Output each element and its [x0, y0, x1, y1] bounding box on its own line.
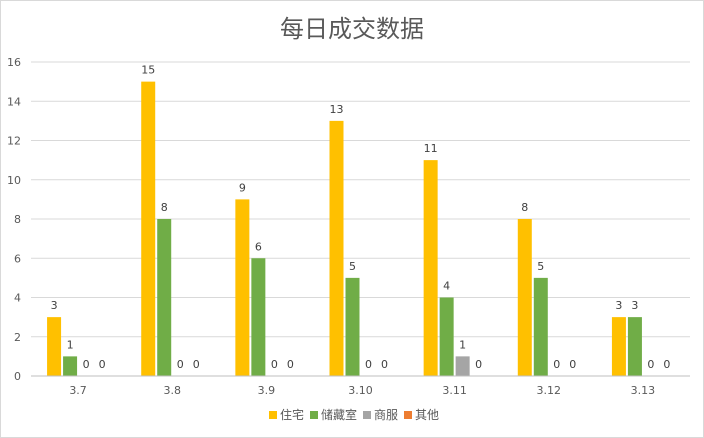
data-label: 15: [141, 64, 155, 77]
x-tick-label: 3.12: [537, 384, 562, 397]
data-label: 0: [83, 358, 90, 371]
data-label: 1: [459, 338, 466, 351]
data-label: 0: [663, 358, 670, 371]
bar: [235, 199, 250, 376]
data-label: 0: [569, 358, 576, 371]
data-label: 1: [67, 338, 74, 351]
data-label: 0: [271, 358, 278, 371]
x-tick-label: 3.11: [442, 384, 467, 397]
y-tick-label: 12: [7, 135, 21, 148]
bar: [627, 317, 642, 376]
data-label: 8: [161, 201, 168, 214]
data-label: 0: [177, 358, 184, 371]
legend-label: 其他: [415, 408, 439, 422]
legend-label: 商服: [374, 407, 398, 422]
data-label: 5: [349, 260, 356, 273]
x-tick-label: 3.9: [258, 384, 276, 397]
y-tick-label: 10: [7, 174, 21, 187]
bar: [63, 356, 78, 376]
data-label: 3: [51, 299, 58, 312]
y-tick-label: 16: [7, 56, 21, 69]
data-label: 11: [424, 142, 438, 155]
bar: [611, 317, 626, 376]
bar: [251, 258, 266, 376]
data-label: 0: [287, 358, 294, 371]
legend-swatch: [363, 411, 371, 419]
data-label: 3: [631, 299, 638, 312]
bar: [517, 219, 532, 376]
legend-swatch: [310, 411, 318, 419]
data-label: 4: [443, 280, 450, 293]
data-label: 13: [330, 103, 344, 116]
data-label: 5: [537, 260, 544, 273]
x-tick-label: 3.7: [69, 384, 87, 397]
data-label: 6: [255, 240, 262, 253]
data-label: 0: [475, 358, 482, 371]
bar: [157, 219, 172, 376]
data-label: 0: [365, 358, 372, 371]
bar: [439, 297, 454, 376]
y-tick-label: 2: [14, 331, 21, 344]
y-tick-label: 0: [14, 370, 21, 383]
bar: [47, 317, 62, 376]
data-label: 8: [521, 201, 528, 214]
bar: [533, 277, 548, 376]
data-label: 0: [553, 358, 560, 371]
x-tick-label: 3.8: [163, 384, 181, 397]
data-label: 0: [193, 358, 200, 371]
y-tick-label: 4: [14, 292, 21, 305]
x-tick-label: 3.13: [631, 384, 656, 397]
x-tick-label: 3.10: [348, 384, 373, 397]
data-label: 0: [99, 358, 106, 371]
y-tick-label: 8: [14, 213, 21, 226]
y-tick-label: 14: [7, 95, 21, 108]
data-label: 3: [615, 299, 622, 312]
bar: [141, 81, 156, 376]
bar: [423, 160, 438, 376]
bar: [345, 277, 360, 376]
bar: [329, 120, 344, 376]
legend-swatch: [269, 411, 277, 419]
legend-label: 住宅: [280, 407, 304, 422]
data-label: 9: [239, 181, 246, 194]
data-label: 0: [381, 358, 388, 371]
y-tick-label: 6: [14, 252, 21, 265]
bar: [455, 356, 470, 376]
legend-swatch: [404, 411, 412, 419]
data-label: 0: [647, 358, 654, 371]
chart-title: 每日成交数据: [280, 15, 424, 43]
legend-label: 储藏室: [321, 407, 357, 422]
